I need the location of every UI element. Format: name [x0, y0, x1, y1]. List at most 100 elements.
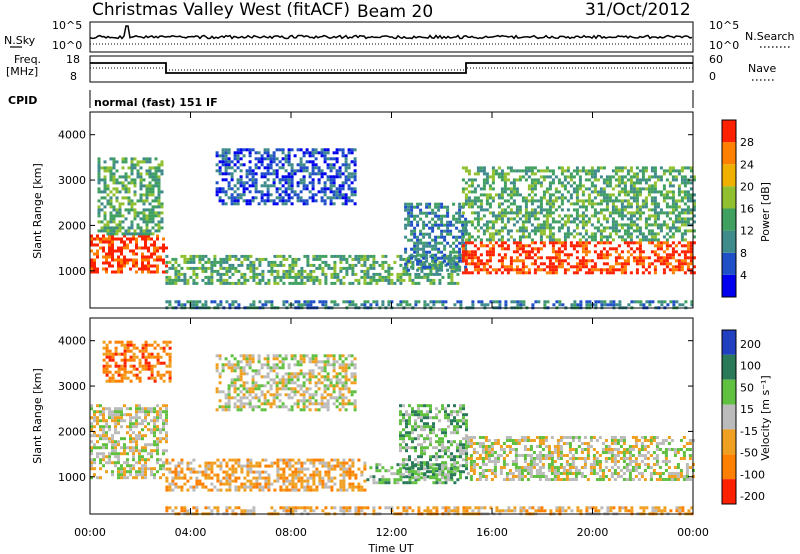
heatmap-cell	[198, 464, 202, 468]
heatmap-cell	[255, 479, 259, 483]
heatmap-cell	[476, 199, 480, 203]
heatmap-cell	[378, 278, 382, 282]
heatmap-cell	[647, 223, 651, 227]
heatmap-cell	[180, 461, 184, 465]
heatmap-cell	[629, 226, 633, 230]
heatmap-cell	[689, 262, 693, 266]
heatmap-cell	[120, 364, 124, 368]
heatmap-cell	[630, 300, 634, 304]
heatmap-cell	[248, 178, 252, 182]
heatmap-cell	[488, 241, 492, 245]
heatmap-cell	[106, 184, 110, 188]
heatmap-cell	[160, 205, 164, 209]
heatmap-cell	[281, 175, 285, 179]
heatmap-cell	[551, 205, 555, 209]
heatmap-cell	[192, 257, 196, 261]
heatmap-cell	[120, 343, 124, 347]
heatmap-cell	[315, 257, 319, 261]
heatmap-cell	[605, 262, 609, 266]
heatmap-cell	[641, 232, 645, 236]
heatmap-cell	[240, 260, 244, 264]
heatmap-cell	[351, 303, 355, 307]
heatmap-cell	[117, 413, 120, 417]
heatmap-cell	[141, 261, 144, 265]
heatmap-cell	[387, 481, 391, 485]
heatmap-cell	[464, 244, 468, 248]
heatmap-cell	[324, 272, 328, 276]
heatmap-cell	[147, 255, 150, 259]
heatmap-cell	[509, 259, 513, 263]
heatmap-cell	[354, 263, 358, 267]
heatmap-cell	[90, 270, 93, 274]
heatmap-cell	[126, 349, 130, 353]
heatmap-cell	[278, 181, 282, 185]
heatmap-cell	[464, 169, 468, 173]
heatmap-cell	[515, 271, 519, 275]
heatmap-cell	[638, 211, 642, 215]
heatmap-cell	[115, 223, 119, 227]
heatmap-cell	[103, 187, 107, 191]
heatmap-cell	[317, 178, 321, 182]
heatmap-cell	[524, 271, 528, 275]
heatmap-cell	[162, 428, 165, 432]
heatmap-cell	[213, 257, 217, 261]
heatmap-cell	[236, 178, 240, 182]
heatmap-cell	[668, 256, 672, 260]
heatmap-cell	[108, 370, 112, 374]
heatmap-cell	[453, 463, 457, 467]
heatmap-cell	[318, 473, 322, 477]
heatmap-cell	[260, 190, 264, 194]
heatmap-cell	[689, 193, 693, 197]
heatmap-cell	[135, 476, 138, 480]
heatmap-cell	[578, 265, 582, 269]
heatmap-cell	[551, 169, 555, 173]
heatmap-cell	[303, 485, 307, 489]
heatmap-cell	[611, 268, 615, 272]
heatmap-cell	[548, 229, 552, 233]
heatmap-cell	[330, 272, 334, 276]
heatmap-cell	[207, 275, 211, 279]
heatmap-cell	[136, 172, 140, 176]
heatmap-cell	[126, 461, 129, 465]
heatmap-cell	[327, 473, 331, 477]
heatmap-cell	[671, 166, 675, 170]
heatmap-cell	[414, 428, 417, 432]
heatmap-cell	[683, 208, 687, 212]
heatmap-cell	[494, 268, 498, 272]
heatmap-cell	[614, 196, 618, 200]
heatmap-cell	[236, 166, 240, 170]
heatmap-cell	[222, 260, 226, 264]
heatmap-cell	[266, 157, 270, 161]
heatmap-cell	[281, 184, 285, 188]
heatmap-cell	[653, 235, 657, 239]
heatmap-cell	[321, 479, 325, 483]
heatmap-cell	[434, 220, 438, 224]
heatmap-cell	[453, 469, 457, 473]
heatmap-cell	[443, 256, 447, 260]
heatmap-cell	[545, 214, 549, 218]
heatmap-cell	[266, 193, 270, 197]
heatmap-cell	[662, 193, 666, 197]
heatmap-cell	[165, 422, 168, 426]
heatmap-cell	[348, 473, 352, 477]
heatmap-cell	[680, 232, 684, 236]
heatmap-cell	[581, 226, 585, 230]
heatmap-cell	[659, 247, 663, 251]
heatmap-cell	[145, 169, 149, 173]
heatmap-cell	[150, 473, 153, 477]
heatmap-cell	[648, 300, 652, 304]
heatmap-cell	[560, 184, 564, 188]
heatmap-cell	[273, 254, 277, 258]
heatmap-cell	[227, 181, 231, 185]
heatmap-cell	[237, 257, 241, 261]
heatmap-cell	[124, 217, 128, 221]
heatmap-cell	[408, 278, 412, 282]
heatmap-cell	[117, 379, 121, 383]
heatmap-cell	[144, 243, 147, 247]
heatmap-cell	[228, 257, 232, 261]
heatmap-cell	[506, 172, 510, 176]
heatmap-cell	[342, 485, 346, 489]
heatmap-cell	[112, 229, 116, 233]
heatmap-cell	[312, 263, 316, 267]
heatmap-cell	[464, 223, 468, 227]
